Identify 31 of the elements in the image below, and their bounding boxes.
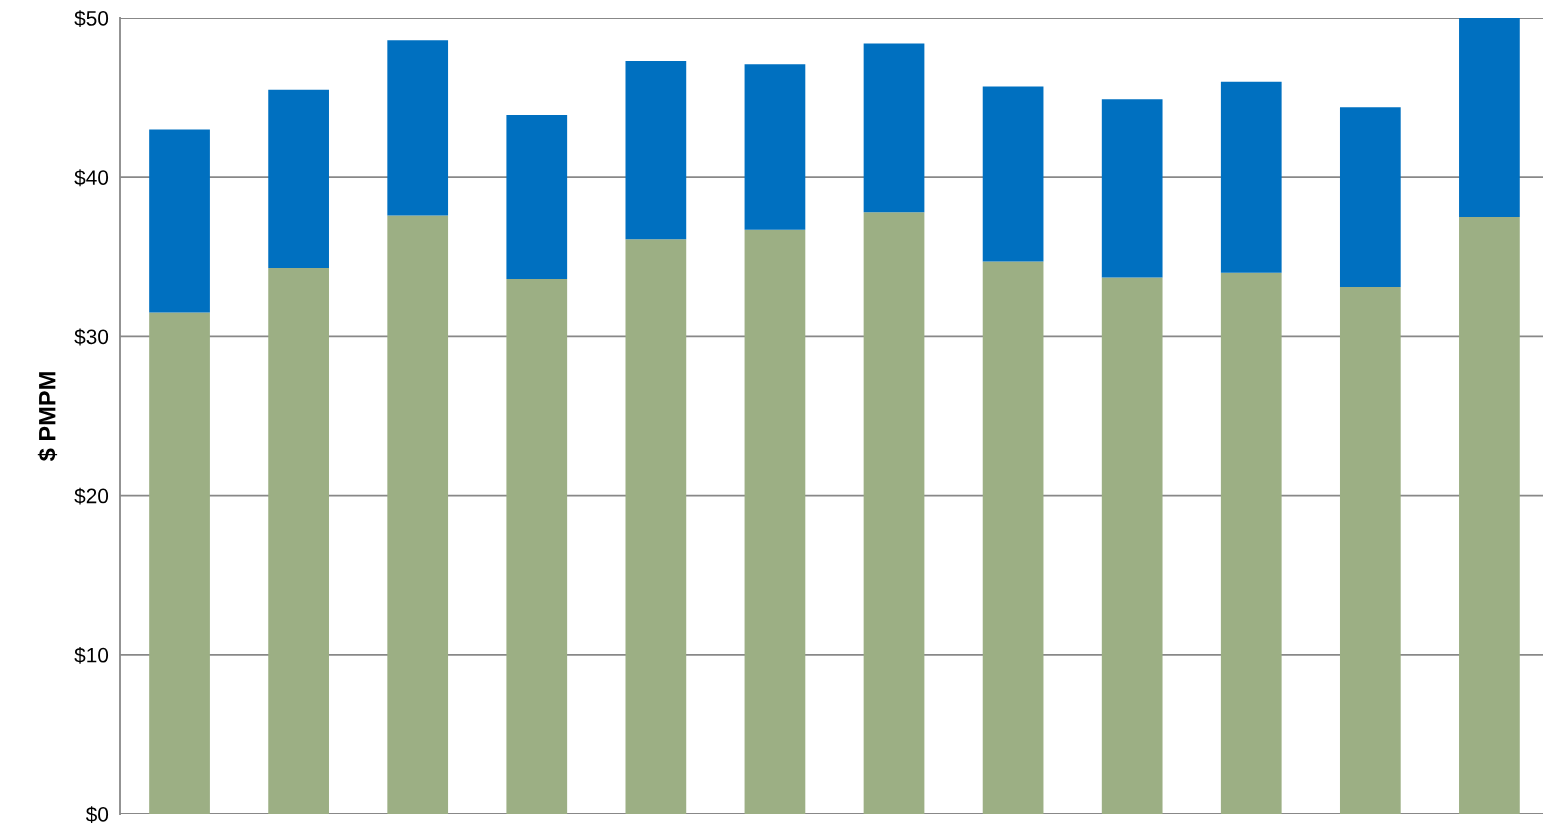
y-tick-label: $50 bbox=[74, 10, 109, 27]
bar bbox=[982, 86, 1044, 262]
bar bbox=[1339, 107, 1401, 288]
bar bbox=[268, 267, 329, 814]
bar bbox=[1459, 18, 1520, 217]
y-tick-label: $0 bbox=[85, 806, 109, 823]
bar bbox=[1339, 287, 1401, 814]
bar bbox=[1101, 99, 1163, 278]
bar bbox=[149, 129, 210, 313]
bar bbox=[625, 239, 687, 814]
bar bbox=[149, 312, 210, 814]
bar bbox=[744, 64, 806, 230]
y-tick-label: $20 bbox=[74, 487, 109, 505]
bar bbox=[387, 40, 449, 216]
bar bbox=[506, 115, 568, 280]
bar bbox=[1459, 217, 1520, 814]
y-tick-label: $40 bbox=[74, 169, 109, 187]
y-tick-label: $30 bbox=[74, 328, 109, 346]
bar bbox=[1101, 277, 1163, 814]
y-tick-label: $10 bbox=[74, 646, 109, 664]
bar bbox=[625, 60, 687, 240]
bar bbox=[863, 43, 925, 213]
bar bbox=[387, 215, 449, 814]
bar bbox=[982, 261, 1044, 814]
bar bbox=[1220, 272, 1282, 814]
bar bbox=[506, 279, 568, 814]
y-axis-title: $ PMPM bbox=[37, 372, 58, 461]
bar bbox=[863, 212, 925, 814]
bar bbox=[1220, 81, 1282, 273]
bar bbox=[744, 229, 806, 814]
bar bbox=[268, 89, 329, 268]
